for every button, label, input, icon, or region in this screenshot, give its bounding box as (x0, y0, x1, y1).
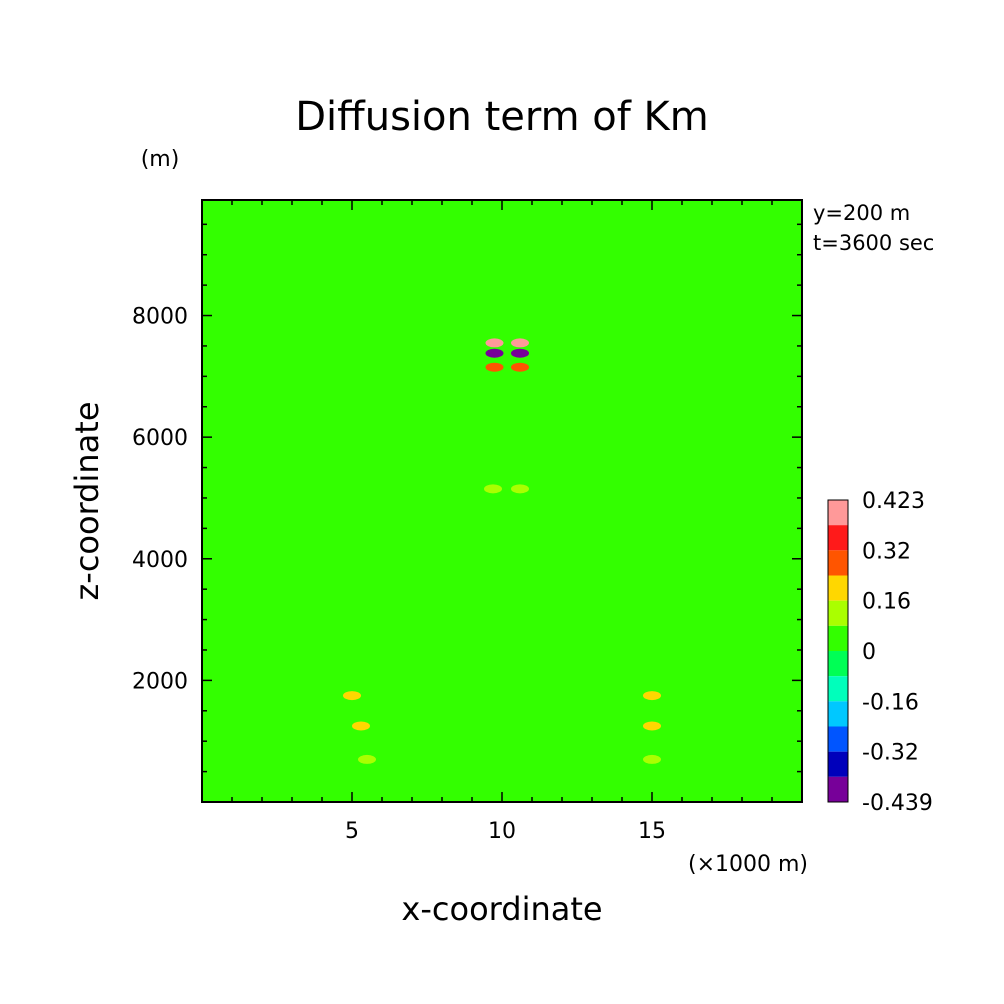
contour-feature-5 (511, 362, 529, 372)
colorbar (827, 499, 849, 803)
contour-feature-3 (511, 348, 529, 358)
x-tick-label: 10 (488, 819, 516, 844)
colorbar-frame (827, 499, 849, 803)
contour-features (343, 338, 661, 764)
annotation-y: y=200 m (813, 201, 910, 225)
x-unit-label: (×1000 m) (688, 852, 808, 877)
plot-area (201, 199, 803, 803)
contour-feature-4 (485, 362, 504, 372)
colorbar-segment (828, 701, 848, 727)
x-tick-labels: 5 10 15 (345, 819, 666, 844)
colorbar-label: -0.16 (862, 690, 919, 715)
contour-feature-12 (358, 754, 376, 764)
y-tick-label: 6000 (132, 426, 188, 451)
colorbar-segment (828, 575, 848, 601)
contour-feature-0 (485, 338, 504, 348)
axis-ticks (202, 200, 802, 802)
y-unit-label: (m) (141, 147, 180, 172)
x-tick-label: 5 (345, 819, 359, 844)
contour-feature-6 (484, 484, 502, 494)
x-axis-label: x-coordinate (401, 890, 602, 928)
colorbar-label: 0.423 (862, 489, 925, 514)
contour-feature-7 (511, 484, 529, 494)
colorbar-segment (828, 776, 848, 802)
contour-feature-13 (643, 754, 661, 764)
contour-feature-8 (343, 691, 361, 701)
y-tick-label: 8000 (132, 305, 188, 330)
y-tick-label: 2000 (132, 669, 188, 694)
contour-feature-9 (643, 691, 661, 701)
contour-feature-10 (352, 721, 370, 731)
chart-title: Diffusion term of Km (295, 94, 709, 140)
colorbar-label: 0 (862, 640, 876, 665)
colorbar-segment (828, 625, 848, 651)
x-tick-label: 15 (638, 819, 666, 844)
colorbar-segment (828, 651, 848, 677)
y-tick-labels: 2000 4000 6000 8000 (132, 305, 188, 695)
plot-background (202, 200, 802, 802)
colorbar-labels: 0.423 0.32 0.16 0 -0.16 -0.32 -0.439 (862, 489, 933, 816)
colorbar-segment (828, 676, 848, 702)
colorbar-segment (828, 600, 848, 626)
y-tick-label: 4000 (132, 548, 188, 573)
colorbar-label: -0.32 (862, 741, 919, 766)
colorbar-label: 0.16 (862, 590, 911, 615)
annotation-t: t=3600 sec (813, 231, 934, 255)
colorbar-segment (828, 525, 848, 551)
contour-feature-1 (511, 338, 529, 348)
colorbar-label: -0.439 (862, 791, 933, 816)
colorbar-label: 0.32 (862, 539, 911, 564)
colorbar-segment (828, 500, 848, 526)
colorbar-segment (828, 550, 848, 576)
y-axis-label: z-coordinate (68, 401, 106, 600)
contour-feature-11 (643, 721, 661, 731)
contour-feature-2 (485, 348, 504, 358)
colorbar-segment (828, 751, 848, 777)
colorbar-segment (828, 726, 848, 752)
